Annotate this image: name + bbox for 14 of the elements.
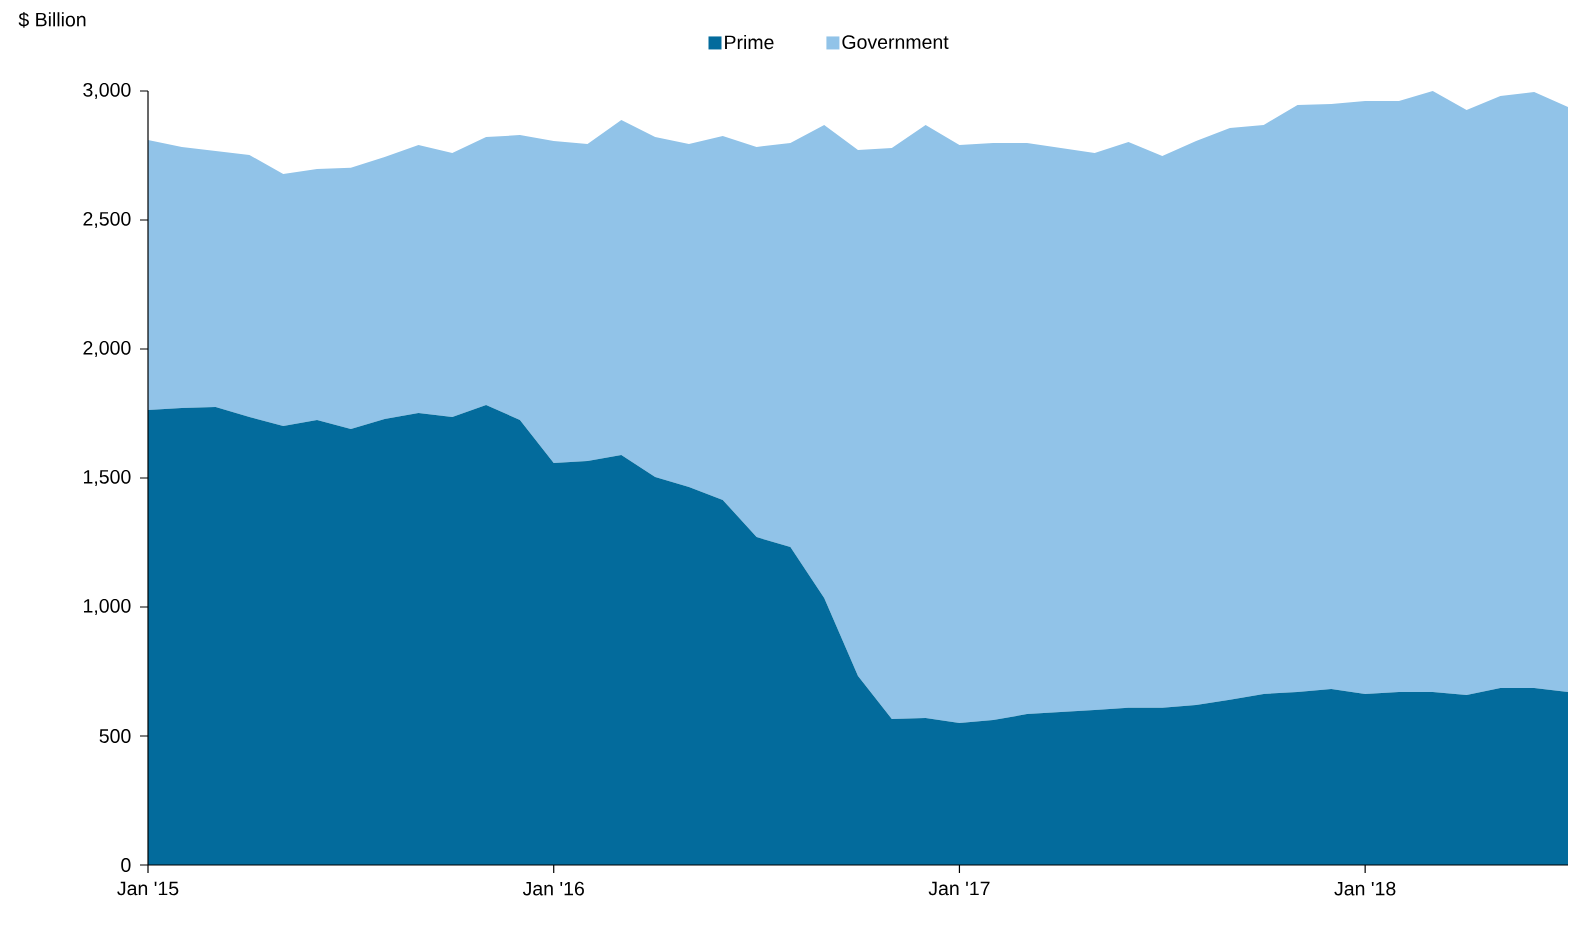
y-tick-label: 500 (99, 729, 131, 743)
x-tick-label: Jan '16 (522, 881, 584, 896)
y-tick-label: 2,000 (83, 340, 131, 358)
legend-label: Prime (725, 34, 774, 50)
y-tick-label: 2,500 (83, 211, 131, 229)
y-tick-label: 0 (121, 858, 131, 872)
x-tick-label: Jan '18 (1334, 881, 1396, 896)
x-tick-label: Jan '17 (928, 881, 990, 896)
x-tick-label: Jan '15 (117, 881, 179, 896)
y-tick-label: 3,000 (83, 82, 131, 100)
y-axis-title: $ Billion (18, 11, 86, 28)
legend-label: Government (842, 35, 949, 49)
y-tick-label: 1,500 (83, 469, 131, 487)
y-tick-label: 1,000 (83, 598, 131, 616)
